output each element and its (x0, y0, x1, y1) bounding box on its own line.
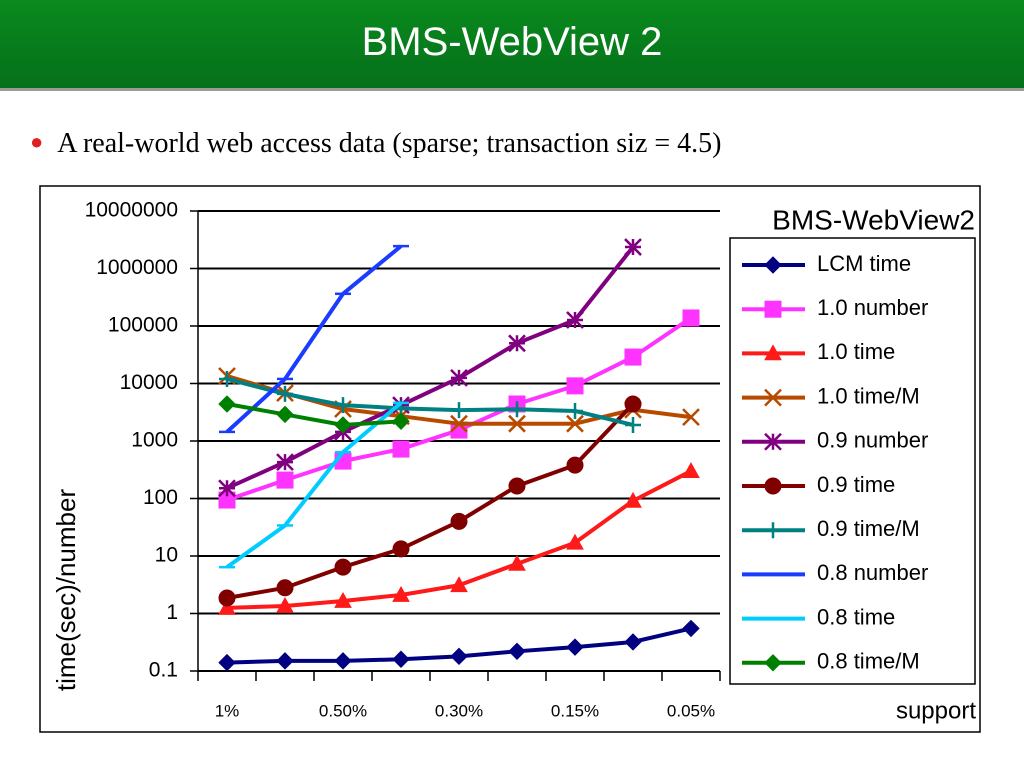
y-tick-label: 1000 (131, 429, 178, 452)
marker (508, 554, 526, 571)
marker (334, 416, 352, 434)
legend-marker (764, 344, 782, 361)
marker (566, 377, 584, 395)
marker (276, 652, 294, 670)
marker (334, 558, 352, 576)
y-axis-label: time(sec)/number (51, 489, 81, 692)
legend-marker (765, 522, 781, 539)
marker (277, 385, 293, 402)
y-tick-label: 0.1 (149, 659, 178, 682)
y-tick-label: 10000000 (85, 199, 178, 222)
legend-label: 0.8 time/M (817, 649, 920, 674)
legend-label: 1.0 number (817, 295, 928, 320)
marker (392, 585, 410, 602)
series-line (225, 401, 403, 569)
marker (566, 456, 584, 474)
marker (335, 397, 351, 414)
marker (334, 652, 352, 670)
legend-label: 0.9 time (817, 472, 895, 497)
legend-marker (764, 432, 782, 451)
y-tick-label: 10000 (120, 371, 178, 394)
x-axis-label: support (896, 697, 976, 724)
marker (392, 440, 410, 458)
legend-marker (764, 388, 782, 407)
legend-label: 0.9 time/M (817, 516, 920, 541)
marker (218, 395, 236, 413)
marker (566, 533, 584, 550)
marker (624, 491, 642, 508)
legend-label: 1.0 time/M (817, 383, 920, 408)
x-tick-label: 0.30% (435, 701, 483, 720)
marker (450, 576, 468, 593)
x-tick-label: 0.05% (667, 701, 715, 720)
marker (566, 311, 584, 329)
marker (218, 598, 236, 615)
y-tick-label: 1 (166, 601, 178, 624)
legend-label: 0.8 time (817, 604, 895, 629)
y-tick-label: 10 (155, 544, 178, 567)
x-tick-label: 1% (215, 701, 240, 720)
marker (682, 309, 700, 327)
marker (625, 416, 641, 433)
marker (392, 412, 410, 431)
slide-title: BMS-WebView 2 (361, 20, 663, 64)
marker (682, 408, 700, 427)
marker (218, 589, 236, 607)
marker (566, 638, 584, 656)
legend-label: 1.0 time (817, 339, 895, 364)
marker (219, 370, 235, 387)
marker (508, 334, 526, 353)
marker (509, 401, 525, 418)
marker (624, 633, 642, 651)
marker (508, 642, 526, 661)
marker (624, 395, 642, 413)
marker (567, 402, 583, 419)
marker (682, 619, 700, 638)
y-tick-label: 1000000 (96, 256, 178, 279)
legend-marker (764, 256, 782, 274)
marker (218, 479, 236, 498)
series-line (226, 402, 402, 427)
header-bar: BMS-WebView 2 (0, 0, 1024, 91)
series-line (225, 244, 403, 434)
x-tick-label: 0.50% (319, 701, 367, 720)
marker (450, 369, 468, 387)
marker (450, 647, 468, 666)
marker (682, 462, 700, 478)
marker (276, 405, 294, 424)
y-tick-label: 100000 (108, 314, 178, 337)
bullet-text: A real-world web access data (sparse; tr… (57, 128, 722, 159)
legend-marker (764, 477, 782, 495)
marker (451, 402, 467, 419)
legend-label: LCM time (817, 251, 911, 276)
marker (508, 477, 526, 495)
legend-marker (764, 654, 782, 672)
legend-label: 0.8 number (817, 560, 928, 585)
marker (276, 471, 294, 489)
bullet: ● A real-world web access data (sparse; t… (30, 128, 722, 159)
x-tick-label: 0.15% (551, 701, 599, 720)
marker (218, 653, 236, 672)
marker (624, 348, 642, 366)
legend-label: 0.9 number (817, 428, 928, 453)
series-line (226, 402, 635, 600)
series-line (226, 245, 635, 491)
marker (624, 238, 642, 256)
series-line (226, 377, 634, 427)
marker (450, 512, 468, 530)
legend-marker (764, 300, 782, 318)
chart-title: BMS-WebView2 (772, 204, 975, 235)
marker (276, 579, 294, 597)
marker (334, 591, 352, 608)
marker (392, 540, 410, 558)
marker (450, 414, 468, 433)
marker (392, 650, 410, 668)
marker (276, 596, 294, 613)
marker (566, 414, 584, 433)
marker (508, 414, 526, 433)
marker (276, 453, 294, 471)
y-tick-label: 100 (143, 486, 178, 509)
